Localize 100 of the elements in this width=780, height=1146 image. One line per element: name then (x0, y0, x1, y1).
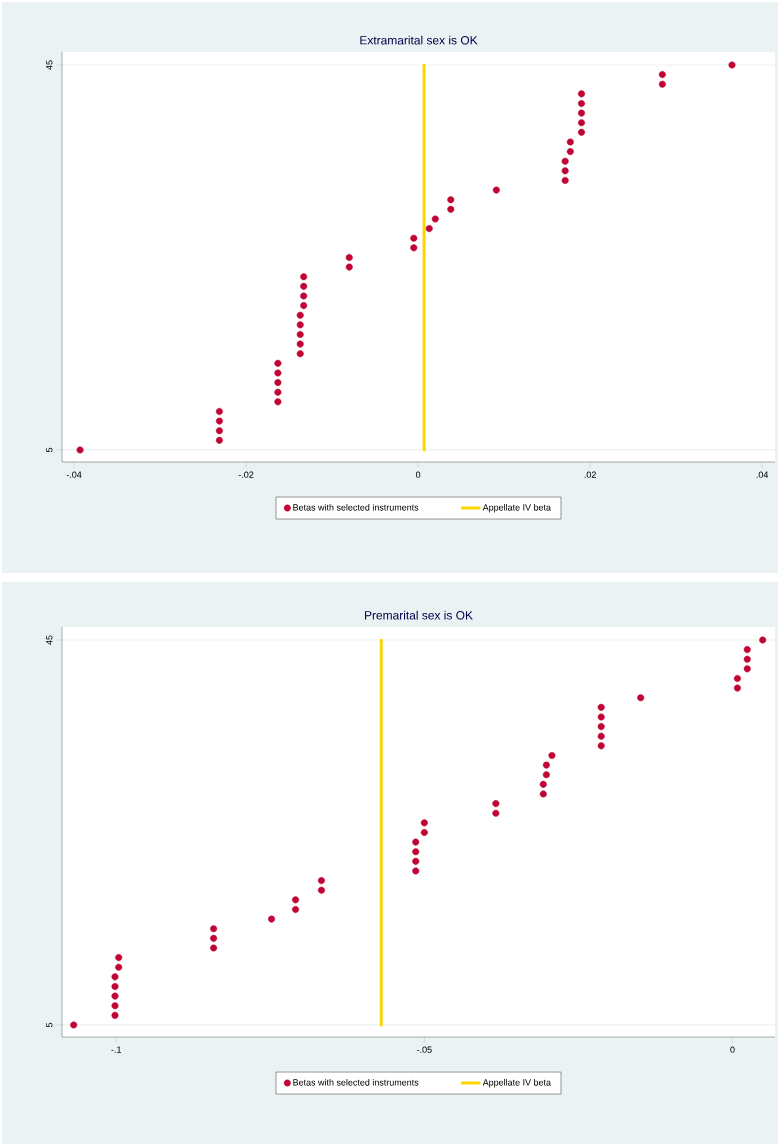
point (597, 713, 605, 721)
x-tick-label: -.05 (417, 1046, 432, 1053)
point (300, 273, 308, 281)
point (412, 848, 420, 856)
point (410, 234, 418, 242)
point (76, 446, 84, 454)
y-tick-label: 45 (46, 635, 53, 645)
point (548, 751, 556, 759)
point (412, 867, 420, 875)
point (578, 90, 585, 98)
y-tick-label: 5 (46, 1022, 53, 1028)
point (274, 359, 282, 367)
x-tick-label: 0 (730, 1046, 735, 1053)
point (658, 71, 666, 79)
legend-label: Betas with selected instruments (293, 1079, 419, 1086)
point (296, 311, 304, 319)
point (292, 905, 300, 913)
point (274, 398, 282, 406)
x-tick-label: -.04 (66, 471, 82, 478)
point (578, 119, 585, 127)
point (542, 761, 550, 769)
point (542, 771, 550, 779)
point (743, 655, 751, 663)
point (274, 379, 282, 387)
point (345, 253, 353, 261)
point (410, 244, 418, 252)
point (733, 684, 741, 692)
chart-title: Extramarital sex is OK (360, 35, 478, 45)
point (743, 646, 751, 654)
point (274, 369, 282, 377)
point (210, 925, 218, 933)
point (539, 780, 547, 788)
point (274, 388, 282, 396)
point (70, 1021, 78, 1029)
point (447, 205, 455, 213)
point (743, 665, 751, 673)
point (111, 1011, 119, 1019)
point (115, 963, 123, 971)
point (317, 886, 325, 894)
point (492, 800, 500, 808)
point (296, 350, 304, 358)
point (492, 186, 500, 194)
point (412, 857, 420, 865)
x-tick-label: -.02 (238, 471, 254, 478)
point (597, 742, 605, 750)
point (296, 340, 304, 348)
point (597, 703, 605, 711)
point (561, 176, 569, 184)
point (578, 99, 585, 107)
legend-label: Appellate IV beta (482, 1079, 551, 1088)
point (215, 427, 223, 435)
point (597, 732, 605, 740)
chart-title: Premarital sex is OK (365, 610, 473, 620)
x-tick-label: .04 (756, 471, 769, 478)
point (268, 915, 276, 923)
point (578, 109, 585, 117)
point (345, 263, 353, 271)
point (561, 157, 569, 165)
y-tick-label: 5 (46, 447, 53, 453)
point (111, 992, 119, 1000)
point (420, 828, 428, 836)
point (296, 330, 304, 338)
x-tick-label: -.1 (111, 1046, 122, 1053)
point (759, 636, 767, 644)
point (539, 790, 547, 798)
point (300, 292, 308, 300)
point (215, 436, 223, 444)
x-tick-label: 0 (415, 471, 421, 478)
point (447, 196, 455, 204)
point (210, 934, 218, 942)
point (115, 954, 123, 962)
point (111, 982, 119, 990)
point (215, 407, 223, 415)
point (317, 877, 325, 885)
point (300, 282, 308, 290)
point (412, 838, 420, 846)
x-tick-label: .02 (584, 471, 596, 478)
legend-label: Appellate IV beta (482, 504, 551, 513)
point (111, 1002, 119, 1010)
point (658, 80, 666, 88)
point (597, 723, 605, 731)
point (578, 128, 585, 136)
point (733, 674, 741, 682)
legend-label: Betas with selected instruments (293, 504, 419, 511)
point (637, 694, 645, 702)
point (111, 973, 119, 981)
point (292, 896, 300, 904)
point (566, 148, 574, 156)
point (300, 302, 308, 310)
point (210, 944, 218, 952)
point (728, 61, 736, 69)
point (425, 225, 433, 233)
point (566, 138, 574, 146)
point (561, 167, 569, 175)
point (492, 809, 500, 817)
point (420, 819, 428, 827)
point (431, 215, 439, 223)
point (296, 321, 304, 329)
y-tick-label: 45 (46, 60, 53, 70)
point (215, 417, 223, 425)
